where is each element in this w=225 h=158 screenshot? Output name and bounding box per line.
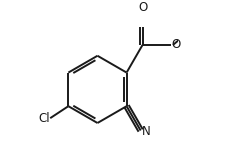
Text: N: N	[141, 125, 150, 138]
Text: O: O	[137, 1, 146, 14]
Text: O: O	[171, 38, 180, 51]
Text: Cl: Cl	[38, 112, 49, 125]
